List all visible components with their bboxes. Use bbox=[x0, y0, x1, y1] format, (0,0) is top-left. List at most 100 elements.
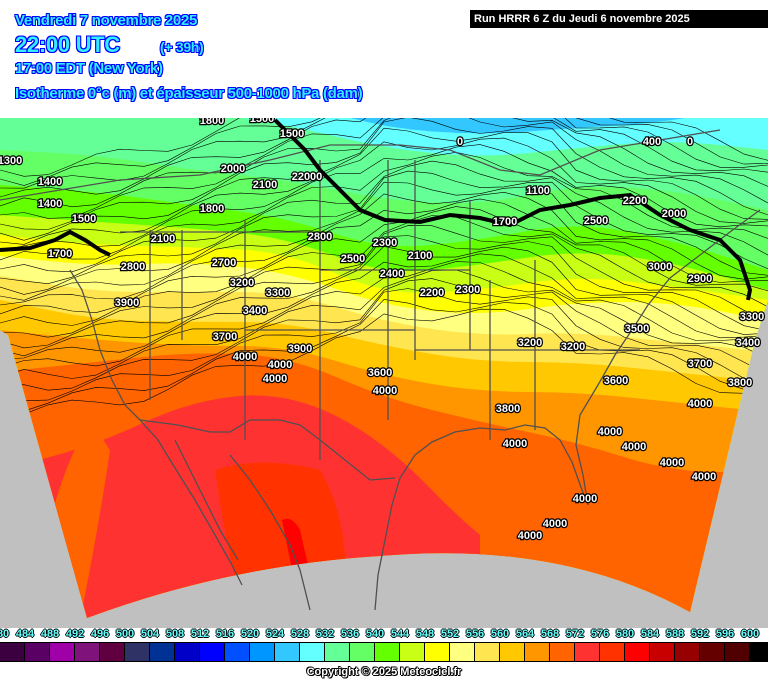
contour-line bbox=[0, 118, 768, 230]
contour-label: 1800 bbox=[200, 118, 224, 127]
legend-swatch bbox=[500, 643, 525, 661]
legend-swatch bbox=[350, 643, 375, 661]
contour-label: 4000 bbox=[268, 359, 292, 371]
contour-line bbox=[0, 144, 768, 252]
contour-line bbox=[0, 206, 768, 315]
contour-label: 4000 bbox=[503, 438, 527, 450]
legend-swatch bbox=[25, 643, 50, 661]
legend-label: 592 bbox=[690, 628, 710, 640]
legend-swatch bbox=[600, 643, 625, 661]
legend-label: 536 bbox=[340, 628, 360, 640]
contour-label: 4000 bbox=[543, 518, 567, 530]
legend-swatch bbox=[275, 643, 300, 661]
legend-swatch bbox=[675, 643, 700, 661]
legend-label: 544 bbox=[390, 628, 410, 640]
contour-label: 4000 bbox=[692, 471, 716, 483]
legend-swatch bbox=[525, 643, 550, 661]
contour-line bbox=[0, 181, 768, 295]
contour-label: 4000 bbox=[622, 441, 646, 453]
contour-label: 1800 bbox=[200, 203, 224, 215]
legend-swatch bbox=[300, 643, 325, 661]
contour-label: 2100 bbox=[151, 233, 175, 245]
contour-label: 3300 bbox=[740, 311, 764, 323]
contour-label: 3300 bbox=[266, 287, 290, 299]
contour-label: 4000 bbox=[598, 426, 622, 438]
legend-label: 492 bbox=[65, 628, 85, 640]
contour-label: 2300 bbox=[456, 284, 480, 296]
legend-label: 596 bbox=[715, 628, 735, 640]
mexico-west-coast bbox=[229, 454, 311, 611]
geographic-borders bbox=[0, 129, 761, 611]
thickness-band bbox=[282, 518, 308, 570]
legend-label: 488 bbox=[40, 628, 60, 640]
contour-label: 2100 bbox=[408, 250, 432, 262]
contour-label: 3900 bbox=[288, 343, 312, 355]
contour-line bbox=[0, 118, 768, 177]
us-mexico-border bbox=[139, 419, 396, 481]
model-run-label: Run HRRR 6 Z du Jeudi 6 novembre 2025 bbox=[470, 10, 768, 28]
forecast-time-local: 17:00 EDT (New York) bbox=[15, 60, 163, 77]
legend-label: 568 bbox=[540, 628, 560, 640]
contour-label: 1500 bbox=[280, 128, 304, 140]
isotherm-contours bbox=[0, 118, 768, 415]
contour-label: 2800 bbox=[121, 261, 145, 273]
contour-label: 2400 bbox=[380, 268, 404, 280]
contour-label: 400 bbox=[643, 136, 661, 148]
canada-border bbox=[0, 129, 721, 201]
contour-label: 1300 bbox=[0, 155, 22, 167]
legend-swatch bbox=[700, 643, 725, 661]
legend-swatch bbox=[250, 643, 275, 661]
legend-label: 516 bbox=[215, 628, 235, 640]
contour-label: 3700 bbox=[688, 358, 712, 370]
legend-swatch bbox=[200, 643, 225, 661]
contour-line bbox=[0, 246, 768, 357]
zero-isotherm-west bbox=[0, 229, 111, 257]
legend-label: 540 bbox=[365, 628, 385, 640]
contour-label: 2200 bbox=[623, 195, 647, 207]
legend-labels: 480 484 488 492 496 500 504 508 512 516 520 524 528 5… bbox=[0, 628, 768, 642]
contour-label: 4000 bbox=[573, 493, 597, 505]
contour-label: 3500 bbox=[625, 323, 649, 335]
legend-swatch bbox=[725, 643, 750, 661]
contour-line bbox=[0, 118, 768, 198]
contour-label: 3900 bbox=[115, 297, 139, 309]
legend-label: 524 bbox=[265, 628, 285, 640]
contour-line bbox=[0, 118, 768, 219]
legend-label: 504 bbox=[140, 628, 160, 640]
contour-label: 1500 bbox=[72, 213, 96, 225]
contour-label: 2500 bbox=[341, 253, 365, 265]
gulf-coast bbox=[374, 209, 761, 611]
contour-label: 2200 bbox=[420, 287, 444, 299]
contour-line bbox=[0, 261, 768, 369]
legend-label: 600 bbox=[740, 628, 760, 640]
gulf-of-california-coast bbox=[174, 439, 239, 561]
copyright: Copyright © 2025 Meteociel.fr bbox=[306, 666, 462, 678]
legend-swatch bbox=[175, 643, 200, 661]
contour-label: 22000 bbox=[292, 171, 323, 183]
contour-line bbox=[0, 235, 768, 349]
contour-label: 2000 bbox=[221, 163, 245, 175]
contour-line bbox=[0, 308, 768, 415]
contour-label: 3800 bbox=[496, 403, 520, 415]
legend-swatch bbox=[550, 643, 575, 661]
forecast-lead-time: (+ 39h) bbox=[160, 39, 204, 55]
contour-label: 3200 bbox=[518, 337, 542, 349]
legend-label: 572 bbox=[565, 628, 585, 640]
legend-swatch bbox=[575, 643, 600, 661]
legend-label: 484 bbox=[15, 628, 35, 640]
contour-line bbox=[0, 170, 768, 285]
contour-label: 3200 bbox=[230, 277, 254, 289]
contour-label: 2900 bbox=[688, 273, 712, 285]
legend-label: 556 bbox=[465, 628, 485, 640]
contour-label: 1400 bbox=[38, 198, 62, 210]
contour-label: 3000 bbox=[648, 261, 672, 273]
contour-line bbox=[0, 269, 768, 379]
legend-label: 564 bbox=[515, 628, 535, 640]
contour-label: 4000 bbox=[263, 373, 287, 385]
legend-label: 520 bbox=[240, 628, 260, 640]
contour-line bbox=[0, 118, 768, 208]
legend-label: 528 bbox=[290, 628, 310, 640]
contour-line bbox=[0, 127, 768, 241]
